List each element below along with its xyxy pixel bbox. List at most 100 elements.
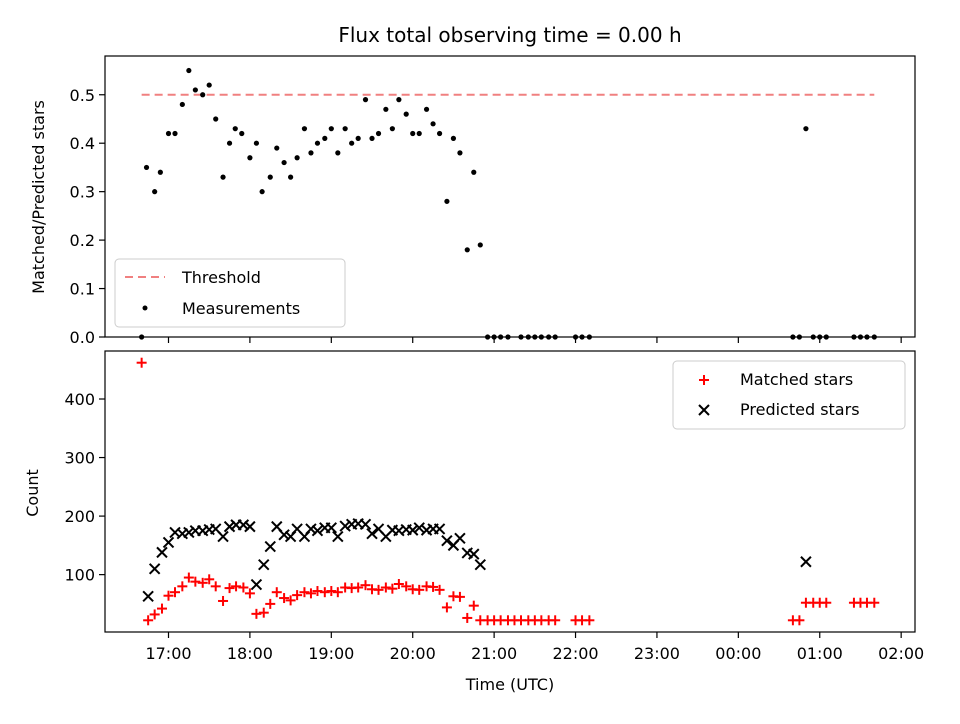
y-tick-label: 400 bbox=[64, 390, 95, 409]
legend-measurements-swatch bbox=[142, 305, 148, 311]
x-tick-label: 02:00 bbox=[878, 644, 924, 663]
predicted-stars-point bbox=[223, 520, 236, 533]
top-y-axis: 0.0 0.1 0.2 0.3 0.4 0.5 bbox=[70, 86, 105, 347]
predicted-stars-point bbox=[237, 519, 250, 531]
matched-stars-point bbox=[183, 572, 194, 583]
matched-stars-point bbox=[292, 590, 303, 601]
predicted-stars-point bbox=[454, 532, 466, 545]
measurement-point bbox=[157, 169, 163, 175]
predicted-stars-point bbox=[305, 523, 317, 535]
measurement-point bbox=[328, 126, 334, 132]
matched-stars-point bbox=[299, 587, 310, 598]
legend-matched-marker bbox=[699, 375, 709, 385]
matched-stars-point bbox=[380, 582, 391, 593]
matched-stars-point bbox=[393, 578, 404, 589]
measurement-point bbox=[200, 92, 206, 98]
measurement-point bbox=[430, 121, 436, 127]
matched-stars-point bbox=[584, 615, 595, 626]
predicted-stars-point bbox=[217, 530, 229, 543]
y-tick-label: 0.5 bbox=[70, 86, 95, 105]
predicted-stars-point bbox=[264, 540, 276, 553]
matched-stars-point bbox=[231, 581, 242, 592]
measurement-point bbox=[349, 140, 355, 146]
measurement-point bbox=[220, 174, 226, 180]
measurement-point bbox=[179, 101, 185, 108]
matched-stars-point bbox=[332, 587, 343, 598]
legend-measurements-label: Measurements bbox=[182, 299, 300, 318]
measurement-point bbox=[232, 126, 238, 132]
matched-stars-point bbox=[149, 609, 160, 620]
top-legend-box bbox=[114, 258, 346, 328]
top-legend: Threshold Measurements bbox=[114, 258, 346, 328]
x-tick-label: 23:00 bbox=[634, 644, 680, 663]
matched-stars-point bbox=[401, 581, 412, 592]
measurement-point bbox=[213, 116, 219, 122]
matched-stars-point bbox=[441, 602, 452, 613]
predicted-stars-point bbox=[359, 518, 372, 530]
measurement-point bbox=[239, 130, 245, 137]
predicted-stars-point bbox=[142, 590, 154, 602]
predicted-stars-point bbox=[433, 523, 446, 535]
bottom-y-axis: 100 200 300 400 bbox=[64, 390, 105, 585]
measurement-point bbox=[259, 189, 265, 195]
predicted-stars-point bbox=[250, 578, 263, 591]
y-tick-label: 200 bbox=[64, 507, 95, 526]
matched-stars-point bbox=[869, 597, 880, 608]
x-tick-label: 19:00 bbox=[308, 644, 354, 663]
legend-matched-swatch bbox=[699, 375, 709, 385]
matched-stars-point bbox=[353, 582, 364, 593]
legend-predicted-marker bbox=[698, 404, 710, 416]
measurement-point bbox=[247, 155, 253, 161]
matched-stars-point bbox=[821, 597, 832, 608]
measurement-point bbox=[172, 130, 178, 137]
x-tick-label: 21:00 bbox=[471, 644, 517, 663]
measurement-point bbox=[165, 130, 172, 137]
x-tick-label: 22:00 bbox=[552, 644, 598, 663]
matched-stars-point bbox=[224, 583, 235, 594]
matched-stars-point bbox=[265, 598, 276, 609]
matched-stars-point bbox=[550, 615, 561, 626]
predicted-stars-point bbox=[162, 536, 175, 549]
matched-stars-point bbox=[204, 574, 215, 585]
matched-stars-point bbox=[136, 357, 147, 368]
matched-stars-point bbox=[326, 586, 337, 597]
matched-stars-point bbox=[312, 586, 323, 597]
legend-predicted-swatch bbox=[698, 404, 710, 416]
y-tick-label: 0.1 bbox=[70, 280, 95, 299]
predicted-stars-point bbox=[468, 548, 480, 560]
measurement-point bbox=[457, 150, 463, 156]
y-tick-label: 300 bbox=[64, 449, 95, 468]
predicted-stars-point bbox=[183, 526, 195, 539]
matched-stars-point bbox=[271, 587, 282, 598]
matched-stars-point bbox=[210, 581, 221, 592]
matched-stars-point bbox=[387, 583, 398, 594]
bottom-axes-frame bbox=[104, 350, 916, 633]
measurement-point bbox=[416, 130, 422, 137]
matched-stars-point bbox=[305, 588, 316, 599]
matched-stars-point bbox=[428, 581, 439, 592]
x-tick-label: 00:00 bbox=[715, 644, 761, 663]
bottom-y-axis-label: Count bbox=[23, 469, 42, 517]
measurement-point bbox=[274, 145, 280, 151]
y-tick-label: 0.4 bbox=[70, 134, 95, 153]
matched-stars-point bbox=[163, 590, 174, 601]
predicted-stars-point bbox=[407, 524, 419, 536]
measurement-point bbox=[143, 164, 150, 171]
predicted-stars-point bbox=[474, 558, 486, 571]
measurement-point bbox=[281, 159, 287, 166]
measurement-point bbox=[152, 189, 158, 195]
matched-stars-point bbox=[197, 577, 208, 588]
matched-stars-point bbox=[244, 588, 255, 599]
matched-stars-point bbox=[454, 591, 465, 602]
measurement-point bbox=[423, 106, 430, 112]
predicted-stars-point bbox=[278, 529, 290, 541]
predicted-stars-point bbox=[244, 520, 256, 533]
measurement-point bbox=[294, 155, 300, 161]
matched-stars-point bbox=[177, 581, 188, 592]
x-axis-label: Time (UTC) bbox=[465, 675, 554, 694]
matched-stars-point bbox=[285, 595, 296, 606]
y-tick-label: 0.3 bbox=[70, 183, 95, 202]
matched-stars-point bbox=[434, 584, 445, 595]
measurement-point bbox=[253, 140, 260, 146]
